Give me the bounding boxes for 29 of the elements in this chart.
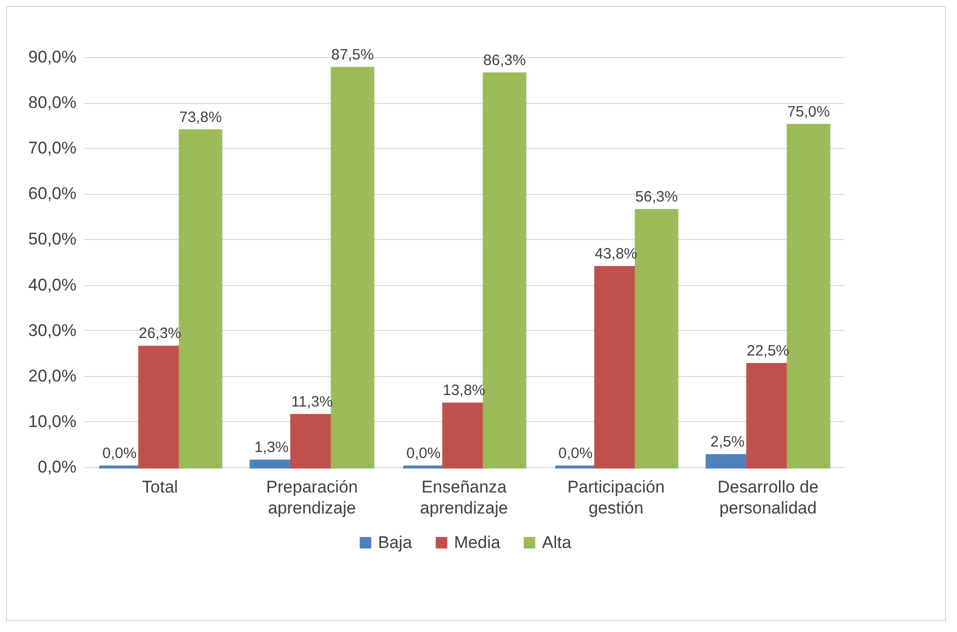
data-label: 1,3% — [254, 439, 289, 456]
legend-label: Baja — [378, 532, 413, 552]
data-label: 0,0% — [558, 445, 593, 462]
bar — [330, 66, 374, 468]
y-tick-label: 60,0% — [28, 184, 76, 204]
y-tick-label: 20,0% — [28, 366, 76, 386]
legend-label: Alta — [542, 532, 572, 552]
y-tick-label: 80,0% — [28, 93, 76, 112]
x-tick-label: Preparación aprendizaje — [266, 478, 358, 518]
x-tick-label: Desarrollo de personalidad — [717, 478, 819, 518]
y-tick-label: 90,0% — [28, 48, 76, 66]
data-label: 75,0% — [787, 103, 830, 120]
x-tick-label: Enseñanza aprendizaje — [420, 478, 508, 518]
data-label: 0,0% — [102, 445, 137, 462]
y-tick-label: 30,0% — [28, 320, 76, 340]
data-label: 56,3% — [635, 188, 678, 206]
x-tick-label: Total — [142, 478, 178, 496]
y-tick-label: 10,0% — [28, 412, 76, 431]
y-tick-label: 70,0% — [28, 138, 76, 158]
data-label: 86,3% — [483, 52, 526, 69]
legend-label: Media — [454, 532, 501, 552]
y-tick-label: 40,0% — [28, 275, 76, 294]
data-label: 2,5% — [710, 434, 745, 451]
data-label: 0,0% — [406, 445, 441, 462]
y-tick-label: 0,0% — [38, 458, 76, 476]
x-tick-label: Participación gestión — [567, 478, 665, 518]
y-tick-label: 50,0% — [28, 230, 76, 249]
data-label: 73,8% — [179, 108, 222, 126]
data-label: 87,5% — [331, 46, 374, 64]
